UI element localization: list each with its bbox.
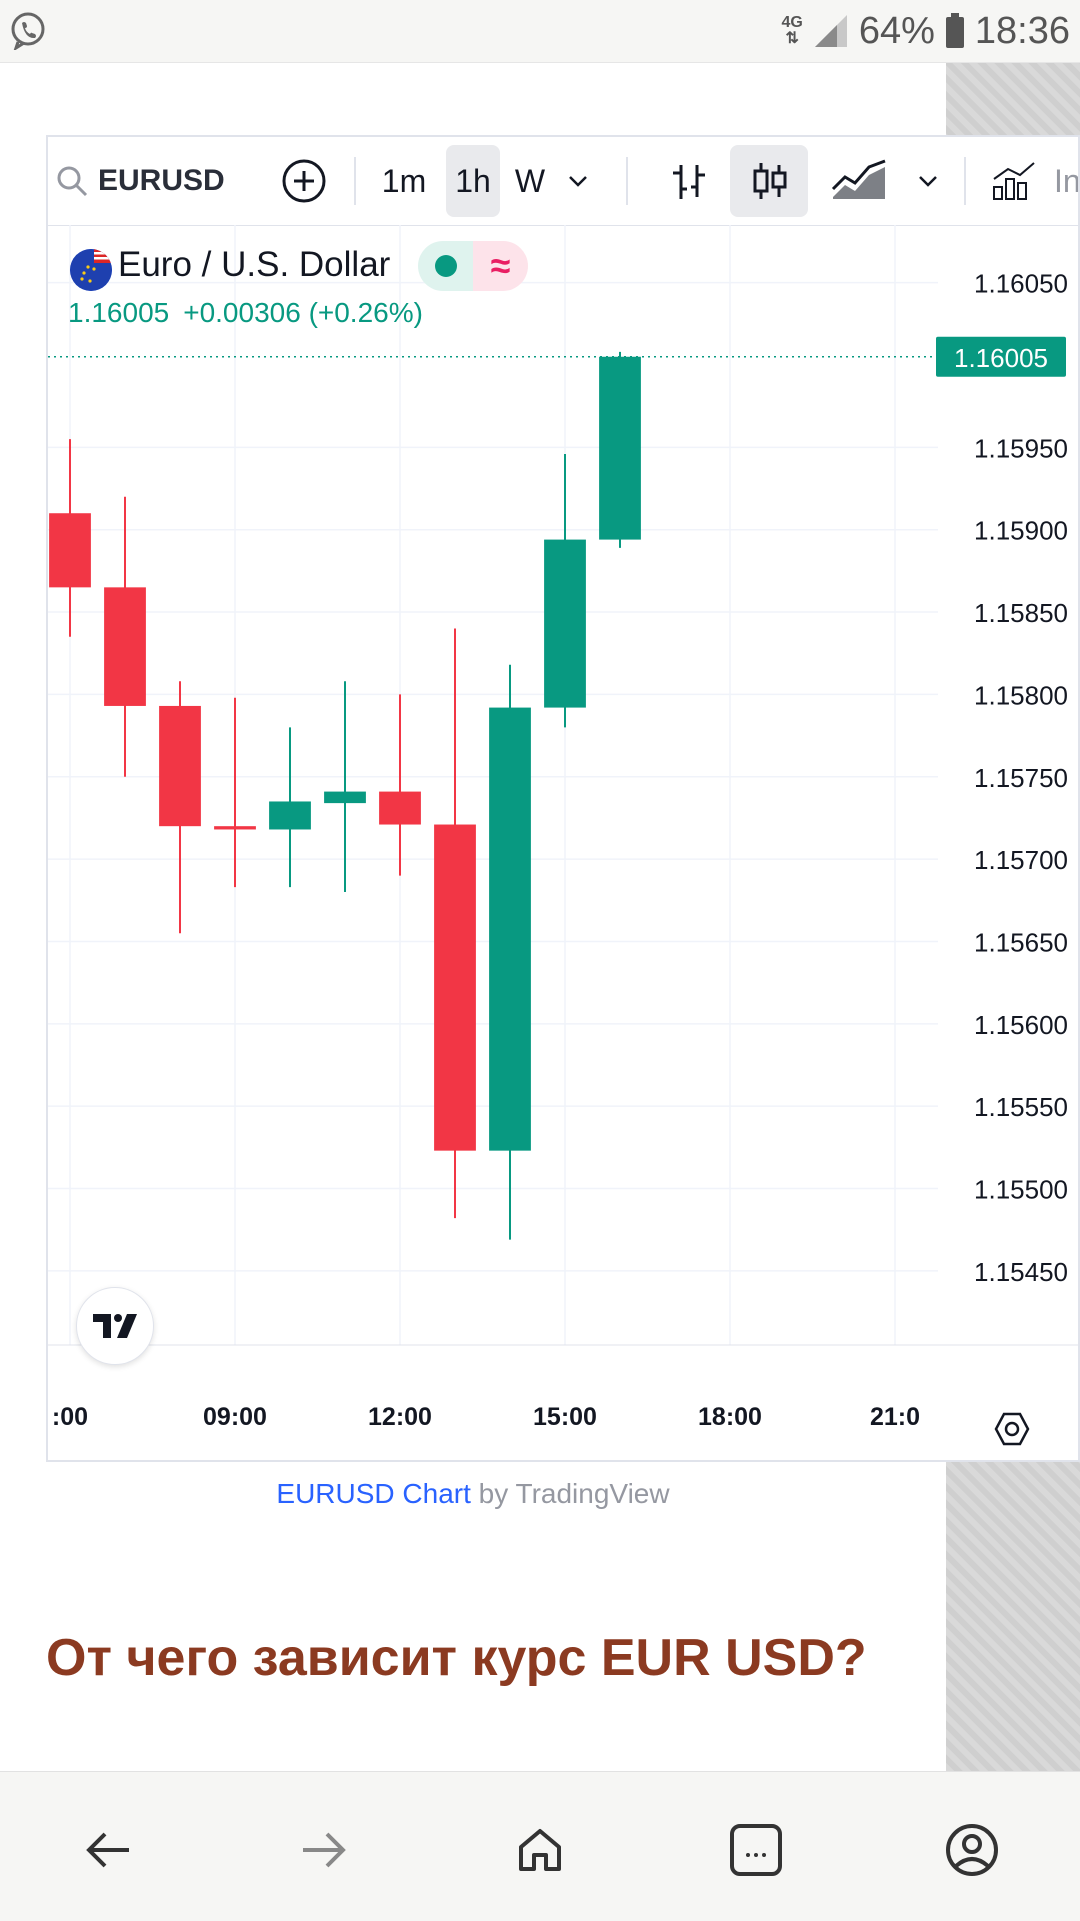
symbol-description: Euro / U.S. Dollar (118, 245, 391, 284)
x-axis-tick-label: 21:0 (870, 1403, 920, 1431)
chart-attribution: EURUSD Chart by TradingView (0, 1478, 946, 1510)
forward-button[interactable] (284, 1810, 364, 1890)
market-status-pill[interactable]: ≈ (418, 241, 528, 291)
chevron-down-icon (919, 176, 937, 187)
candles-icon (753, 163, 787, 199)
y-axis-tick-label: 1.15900 (974, 516, 1068, 546)
search-icon (57, 166, 88, 197)
y-axis-tick-label: 1.15500 (974, 1175, 1068, 1205)
interval-1m[interactable]: 1m (381, 162, 427, 199)
bars-icon (673, 165, 705, 199)
last-price: 1.16005 (68, 297, 170, 328)
symbol-search[interactable]: EURUSD (54, 145, 254, 217)
candle-body (104, 587, 146, 706)
chart-link[interactable]: EURUSD Chart (276, 1478, 471, 1509)
toolbar-divider (626, 157, 628, 205)
x-axis-tick-label: :00 (52, 1403, 88, 1431)
tradingview-logo[interactable] (76, 1287, 154, 1365)
network-indicator: 4G ⇅ (781, 14, 803, 47)
candle-body (379, 791, 421, 825)
candle-body (49, 513, 91, 588)
legend-values: 1.16005 +0.00306 (+0.26%) (68, 297, 423, 329)
candlestick-chart[interactable]: 1.16050 1.15950 1.15900 1.15850 1.15800 1.157… (48, 225, 1080, 1462)
account-icon (946, 1824, 998, 1876)
interval-dropdown[interactable] (558, 145, 598, 217)
y-axis-tick-label: 1.16050 (974, 269, 1068, 299)
home-button[interactable] (500, 1810, 580, 1890)
article-heading: От чего зависит курс EUR USD? (46, 1629, 867, 1687)
arrow-right-icon (303, 1832, 346, 1868)
price-change: +0.00306 (+0.26%) (183, 297, 423, 328)
y-axis-tick-label: 1.15800 (974, 680, 1068, 710)
interval-1h[interactable]: 1h (446, 145, 500, 217)
browser-bottom-nav (0, 1771, 1080, 1921)
candle-body (434, 824, 476, 1151)
status-bar: 4G ⇅ 64% 18:36 (0, 0, 1080, 63)
toolbar-divider (964, 157, 966, 205)
arrow-left-icon (86, 1832, 129, 1868)
current-price-badge (936, 336, 1066, 377)
candles-style-button[interactable] (730, 145, 808, 217)
clock: 18:36 (974, 9, 1070, 52)
settings-button[interactable] (988, 1405, 1036, 1453)
area-chart-icon (831, 159, 886, 199)
y-axis-tick-label: 1.15750 (974, 763, 1068, 793)
y-axis-tick-label: 1.15850 (974, 598, 1068, 628)
y-axis-tick-label: 1.15600 (974, 1010, 1068, 1040)
candle-body (159, 705, 201, 827)
market-open-indicator (418, 241, 473, 291)
home-icon (519, 1829, 561, 1871)
viber-icon (11, 12, 45, 50)
area-style-button[interactable] (824, 145, 894, 217)
candle-body (269, 801, 311, 830)
indicators-label[interactable]: In (1054, 162, 1080, 199)
tradingview-logo-icon (93, 1314, 137, 1338)
gear-icon (994, 1412, 1030, 1446)
battery-icon (945, 13, 964, 48)
x-axis-tick-label: 09:00 (203, 1403, 267, 1431)
x-axis-tick-label: 12:00 (368, 1403, 432, 1431)
symbol-name: EURUSD (98, 164, 225, 197)
x-axis-tick-label: 18:00 (698, 1403, 762, 1431)
chart-area[interactable]: 1.16050 1.15950 1.15900 1.15850 1.15800 1.157… (48, 225, 1080, 1462)
plus-circle-icon (282, 159, 326, 203)
tradingview-widget: EURUSD 1m 1h W (46, 135, 1080, 1462)
battery-percent: 64% (858, 9, 935, 52)
back-button[interactable] (68, 1810, 148, 1890)
chart-style-dropdown[interactable] (908, 145, 948, 217)
tabs-icon (730, 1824, 782, 1876)
toolbar-divider (354, 157, 356, 205)
attribution-text: by TradingView (470, 1478, 670, 1509)
eur-usd-flag-icon (70, 249, 112, 291)
status-dot-icon (434, 255, 457, 277)
bars-style-button[interactable] (654, 145, 724, 217)
y-axis-tick-label: 1.15550 (974, 1092, 1068, 1122)
y-axis-tick-label: 1.15650 (974, 927, 1068, 957)
y-axis-tick-label: 1.15700 (974, 845, 1068, 875)
tabs-button[interactable] (716, 1810, 796, 1890)
y-axis-tick-label: 1.15450 (974, 1257, 1068, 1287)
candle-body (599, 356, 641, 540)
chart-toolbar: EURUSD 1m 1h W (48, 137, 1078, 226)
candle-body (544, 539, 586, 708)
x-axis-tick-label: 15:00 (533, 1403, 597, 1431)
candle-body (214, 826, 256, 830)
current-price-label: 1.16005 (954, 343, 1048, 373)
indicators-icon (993, 162, 1035, 200)
signal-icon (814, 15, 847, 47)
delayed-data-indicator: ≈ (473, 241, 528, 291)
candle-body (489, 707, 531, 1151)
y-axis-tick-label: 1.15950 (974, 433, 1068, 463)
compare-symbol-button[interactable] (276, 145, 332, 217)
indicators-button[interactable] (984, 145, 1044, 217)
chevron-down-icon (569, 176, 587, 187)
profile-button[interactable] (932, 1810, 1012, 1890)
interval-w[interactable]: W (514, 162, 546, 199)
candle-body (324, 791, 366, 804)
